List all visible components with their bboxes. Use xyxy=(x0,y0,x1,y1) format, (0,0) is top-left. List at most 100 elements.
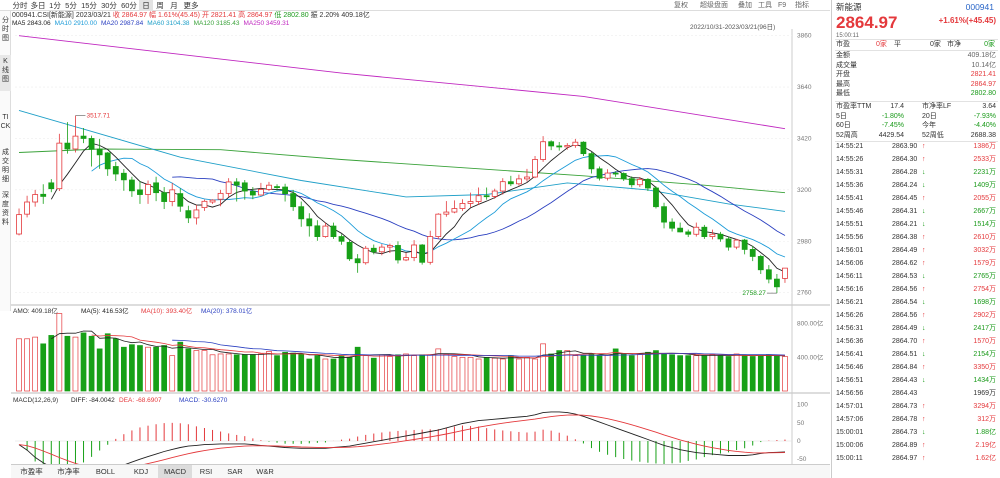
candle-body xyxy=(217,192,224,200)
volume-bar xyxy=(266,351,272,392)
toolbar-right-2[interactable]: 叠加 xyxy=(738,2,752,9)
ratio-value: 2688.38 xyxy=(970,131,996,139)
volume-bar xyxy=(104,333,111,392)
arrow-up-icon: ↑ xyxy=(922,364,926,371)
tick-volume: 2765万 xyxy=(973,273,996,280)
toolbar-tab-10[interactable]: 更多 xyxy=(183,1,199,10)
toolbar-right-1[interactable]: 超级盘面 xyxy=(700,2,728,9)
sidenav-item-0[interactable]: 分时图 xyxy=(2,17,9,42)
indicator-tab-2[interactable]: BOLL xyxy=(95,467,116,476)
indicator-tab-5[interactable]: RSI xyxy=(199,467,213,476)
indicator-tabs: 市盈率 市净率 BOLL KDJ MACD RSI SAR W&R xyxy=(11,464,830,478)
macd-axis-label: 0 xyxy=(797,438,801,445)
stat-label: 最低 xyxy=(836,90,850,97)
toolbar-tab-1[interactable]: 多日 xyxy=(30,1,46,10)
tick-volume: 1969万 xyxy=(973,390,996,397)
high-label: 高 2864.97 xyxy=(238,12,273,19)
toolbar-tab-7[interactable]: 日 xyxy=(139,0,153,11)
tick-time: 14:55:26 xyxy=(836,156,864,163)
toolbar-right-0[interactable]: 复权 xyxy=(674,2,688,9)
indicator-tab-6[interactable]: SAR xyxy=(227,467,243,476)
volume-bar xyxy=(580,355,587,392)
candle-body xyxy=(612,172,619,175)
toolbar-tab-5[interactable]: 30分 xyxy=(101,1,117,10)
candle-body xyxy=(298,206,305,220)
volume-axis-label: 400.00亿 xyxy=(797,352,824,361)
volume-bar xyxy=(459,356,466,392)
toolbar-tab-0[interactable]: 分时 xyxy=(12,1,28,10)
ratio-label: 20日 xyxy=(922,112,937,120)
ma-legend-item: MA5 2843.06 xyxy=(12,20,51,27)
indicator-tab-3[interactable]: KDJ xyxy=(133,467,149,476)
candle-body xyxy=(80,135,87,139)
stat-value: 2802.80 xyxy=(970,90,996,97)
volume-bar xyxy=(338,355,345,392)
indicator-tab-4[interactable]: MACD xyxy=(158,465,192,478)
toolbar-tab-8[interactable]: 周 xyxy=(156,1,164,10)
toolbar-tab-9[interactable]: 月 xyxy=(170,1,178,10)
tick-volume: 2610万 xyxy=(973,234,996,241)
toolbar-right-5[interactable]: 指标 xyxy=(795,2,809,9)
toolbar-tab-6[interactable]: 60分 xyxy=(121,1,137,10)
arrow-down-icon: ↓ xyxy=(922,377,926,384)
tick-price: 2864.97 xyxy=(892,455,918,462)
toolbar-right-4[interactable]: F9 xyxy=(778,2,787,9)
toolbar-tab-3[interactable]: 5分 xyxy=(65,1,77,10)
candle-body xyxy=(201,200,208,209)
ma60-line xyxy=(18,109,786,212)
toolbar-tab-2[interactable]: 1分 xyxy=(49,1,61,10)
tick-time: 14:55:31 xyxy=(836,169,864,176)
volume-bar xyxy=(72,336,79,392)
ma-legend-item: MA20 2987.84 xyxy=(100,20,144,27)
tick-time: 14:55:41 xyxy=(836,195,864,202)
volume-bar xyxy=(314,355,321,392)
sidenav-item-4[interactable]: 深度资料 xyxy=(2,192,9,226)
toolbar-right-3[interactable]: 工具 xyxy=(758,2,772,9)
tick-price: 2864.28 xyxy=(892,169,918,176)
sidenav-item-1[interactable]: K线图 xyxy=(0,55,11,91)
tick-price: 2864.21 xyxy=(892,221,918,228)
volume-bar xyxy=(282,351,288,392)
volume-bar xyxy=(129,344,135,392)
volume-bar xyxy=(96,348,103,392)
sidenav-item-2[interactable]: TICK xyxy=(0,114,11,130)
volume-bar xyxy=(604,354,611,392)
tick-volume: 2.19亿 xyxy=(975,442,996,449)
toolbar-tab-4[interactable]: 15分 xyxy=(81,1,97,10)
candle-body xyxy=(354,258,361,264)
index-code-right: 000941 xyxy=(965,2,994,12)
candle-body xyxy=(556,145,563,148)
tick-time: 14:56:51 xyxy=(836,377,864,384)
indicator-tab-7[interactable]: W&R xyxy=(256,467,274,476)
candle-body xyxy=(145,184,151,195)
volume-bar xyxy=(467,356,474,392)
kline-chart[interactable]: 3860 3640 3420 3200 2980 2760 3517.71 2758.27 AM… xyxy=(11,29,830,465)
candle-body xyxy=(177,193,184,207)
tick-price: 2864.84 xyxy=(892,364,918,371)
pe-count: 0家 xyxy=(876,41,887,48)
candle-body xyxy=(782,267,788,279)
volume-bar xyxy=(564,350,571,392)
tick-time: 14:57:01 xyxy=(836,403,864,410)
volume-bar xyxy=(620,353,627,392)
volume-bar xyxy=(435,348,442,392)
candle-body xyxy=(443,211,450,215)
tick-time: 14:56:41 xyxy=(836,351,864,358)
candle-body xyxy=(636,178,643,186)
tick-price: 2864.49 xyxy=(892,325,918,332)
volume-bar xyxy=(56,313,63,392)
volume-axis-label: 800.00亿 xyxy=(797,319,824,328)
stat-value: 409.18亿 xyxy=(967,52,996,59)
ratio-value: -7.45% xyxy=(881,122,904,129)
candle-body xyxy=(588,153,595,170)
tick-time: 14:55:21 xyxy=(836,143,864,150)
tick-volume: 1570万 xyxy=(973,338,996,345)
candle-body xyxy=(56,142,63,190)
ma-legend-item: MA250 3459.31 xyxy=(243,20,290,27)
sidenav-item-3[interactable]: 成交明细 xyxy=(2,149,9,183)
indicator-tab-0[interactable]: 市盈率 xyxy=(20,467,43,476)
stat-label: 开盘 xyxy=(836,71,850,78)
candle-body xyxy=(765,269,772,280)
volume-bar xyxy=(274,355,280,392)
indicator-tab-1[interactable]: 市净率 xyxy=(57,467,80,476)
